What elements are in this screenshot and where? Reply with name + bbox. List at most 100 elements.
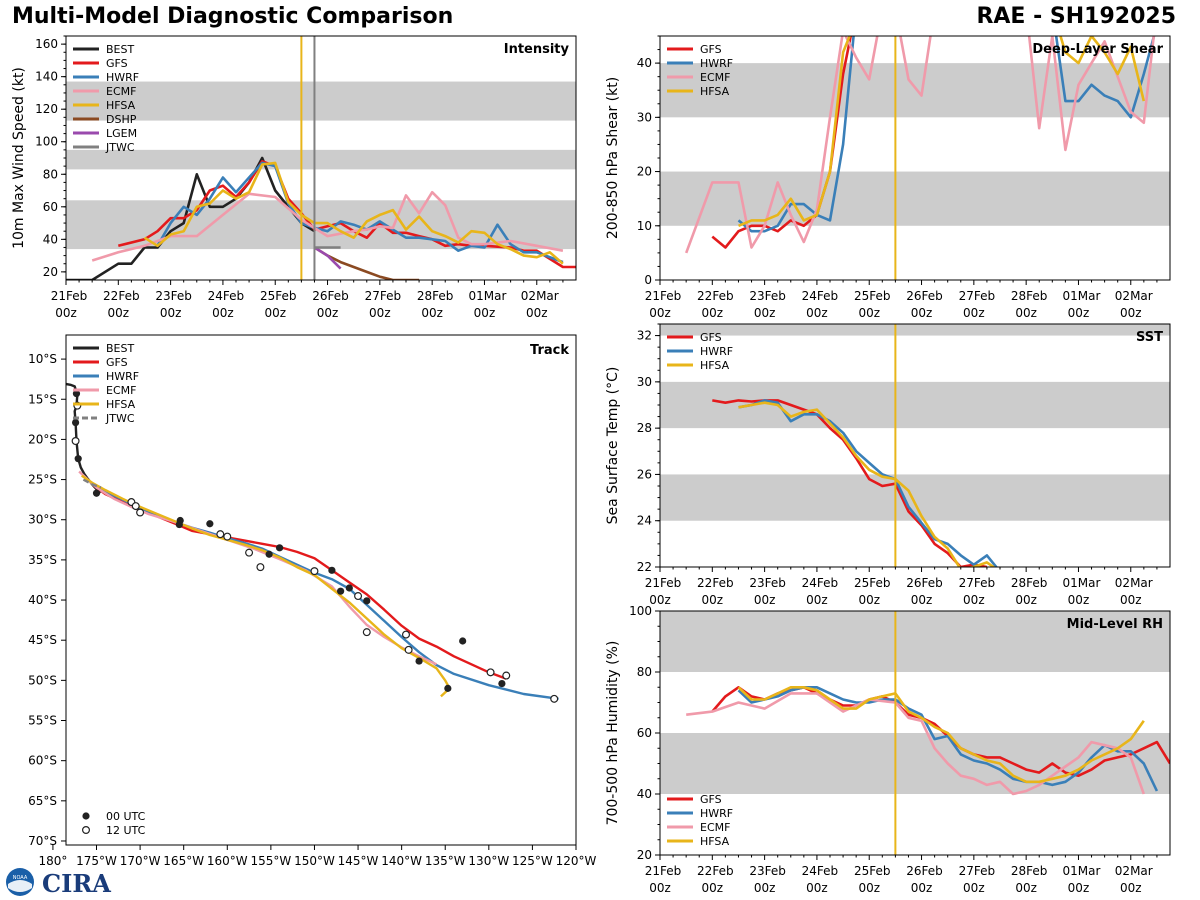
y-axis-label: 700-500 hPa Humidity (%) xyxy=(605,641,621,826)
band-1 xyxy=(660,63,1170,118)
legend-label-gfs: GFS xyxy=(106,356,128,369)
legend-label-00utc: 00 UTC xyxy=(106,810,146,823)
x-tick-label: 135°W xyxy=(425,854,466,868)
y-tick-label: 65°S xyxy=(28,794,57,808)
x-tick-label: 23Feb xyxy=(749,864,786,878)
x-tick-hour: 00z xyxy=(754,593,776,607)
x-tick-hour: 00z xyxy=(1015,306,1037,320)
x-tick-hour: 00z xyxy=(649,593,671,607)
x-tick-hour: 00z xyxy=(526,306,548,320)
x-tick-hour: 00z xyxy=(806,593,828,607)
legend-label-best: BEST xyxy=(106,43,134,56)
legend-label-hwrf: HWRF xyxy=(106,71,139,84)
legend-label-hfsa: HFSA xyxy=(700,359,730,372)
x-tick-label: 180° xyxy=(38,854,67,868)
fix-00utc xyxy=(71,418,80,427)
y-tick-label: 20°S xyxy=(28,432,57,446)
x-tick-label: 27Feb xyxy=(959,289,996,303)
x-tick-label: 125°W xyxy=(512,854,553,868)
fix-00utc xyxy=(49,378,56,385)
x-tick-hour: 00z xyxy=(911,593,933,607)
x-tick-hour: 00z xyxy=(1068,593,1090,607)
x-tick-label: 02Mar xyxy=(1115,576,1153,590)
x-tick-hour: 00z xyxy=(649,306,671,320)
x-tick-hour: 00z xyxy=(264,306,286,320)
x-tick-label: 23Feb xyxy=(155,289,192,303)
x-tick-label: 22Feb xyxy=(697,864,734,878)
x-tick-label: 02Mar xyxy=(521,289,559,303)
x-tick-label: 22Feb xyxy=(697,576,734,590)
fix-12utc xyxy=(362,628,371,637)
fix-00utc xyxy=(345,584,353,592)
y-tick-label: 40°S xyxy=(28,593,57,607)
series-ecmf xyxy=(91,190,564,262)
x-tick-label: 27Feb xyxy=(959,864,996,878)
x-tick-label: 165°W xyxy=(163,854,204,868)
x-tick-label: 24Feb xyxy=(802,576,839,590)
y-tick-label: 20 xyxy=(637,848,652,862)
cira-text: CIRA xyxy=(42,869,111,898)
y-tick-label: 40 xyxy=(637,56,652,70)
x-tick-label: 24Feb xyxy=(802,864,839,878)
fix-12utc xyxy=(550,694,559,703)
x-tick-hour: 00z xyxy=(421,306,443,320)
series-hwrf xyxy=(156,161,564,264)
legend-label-hwrf: HWRF xyxy=(700,345,733,358)
x-tick-label: 140°W xyxy=(381,854,422,868)
series-dshp xyxy=(313,246,420,280)
y-tick-label: 35°S xyxy=(28,553,57,567)
x-tick-label: 150°W xyxy=(294,854,335,868)
legend-label-hfsa: HFSA xyxy=(700,85,730,98)
x-tick-hour: 00z xyxy=(702,881,724,895)
y-tick-label: 60°S xyxy=(28,754,57,768)
legend-label-ecmf: ECMF xyxy=(106,384,136,397)
y-tick-label: 50°S xyxy=(28,673,57,687)
panel-title: SST xyxy=(1136,330,1163,345)
x-tick-label: 25Feb xyxy=(854,289,891,303)
series-group xyxy=(684,36,1156,254)
x-tick-label: 22Feb xyxy=(697,289,734,303)
y-tick-label: 32 xyxy=(637,329,652,343)
legend-label-gfs: GFS xyxy=(700,331,722,344)
x-tick-hour: 00z xyxy=(911,881,933,895)
legend-label-ecmf: ECMF xyxy=(106,85,136,98)
x-tick-hour: 00z xyxy=(963,306,985,320)
x-tick-hour: 00z xyxy=(55,306,77,320)
legend-label-hfsa: HFSA xyxy=(106,99,136,112)
page-title: Multi-Model Diagnostic Comparison xyxy=(12,4,454,29)
y-tick-label: 140 xyxy=(35,70,58,84)
x-tick-label: 28Feb xyxy=(417,289,454,303)
x-tick-hour: 00z xyxy=(649,881,671,895)
panel-title: Track xyxy=(530,343,569,358)
fix-12utc xyxy=(402,630,411,639)
fix-12utc xyxy=(245,548,254,557)
fix-00utc xyxy=(72,390,81,398)
band-1 xyxy=(66,149,576,170)
x-tick-label: 21Feb xyxy=(645,864,682,878)
series-hfsa xyxy=(738,401,996,567)
x-tick-hour: 00z xyxy=(1068,306,1090,320)
x-tick-label: 01Mar xyxy=(469,289,507,303)
x-tick-label: 25Feb xyxy=(854,576,891,590)
series-hfsa xyxy=(143,161,564,265)
panel-track: 180° 175°W 170°W 165°W 160°W 155°W 150°W 145°W 1… xyxy=(28,334,597,868)
x-tick-hour: 00z xyxy=(702,593,724,607)
y-tick-label: 45°S xyxy=(28,633,57,647)
legend-label-hwrf: HWRF xyxy=(106,370,139,383)
x-tick-label: 23Feb xyxy=(749,289,786,303)
x-tick-label: 02Mar xyxy=(1115,864,1153,878)
y-tick-label: 28 xyxy=(637,421,652,435)
x-tick-hour: 00z xyxy=(317,306,339,320)
storm-id: RAE - SH192025 xyxy=(976,4,1176,29)
x-tick-hour: 00z xyxy=(858,593,880,607)
x-tick-label: 01Mar xyxy=(1063,864,1101,878)
x-tick-hour: 00z xyxy=(1068,881,1090,895)
legend-dot-00utc xyxy=(82,812,90,820)
legend-label-hfsa: HFSA xyxy=(106,398,136,411)
fix-00utc xyxy=(265,550,273,558)
series-ecmf xyxy=(684,36,1156,254)
y-tick-label: 40 xyxy=(637,787,652,801)
x-tick-label: 24Feb xyxy=(208,289,245,303)
axes-frame xyxy=(65,334,577,846)
